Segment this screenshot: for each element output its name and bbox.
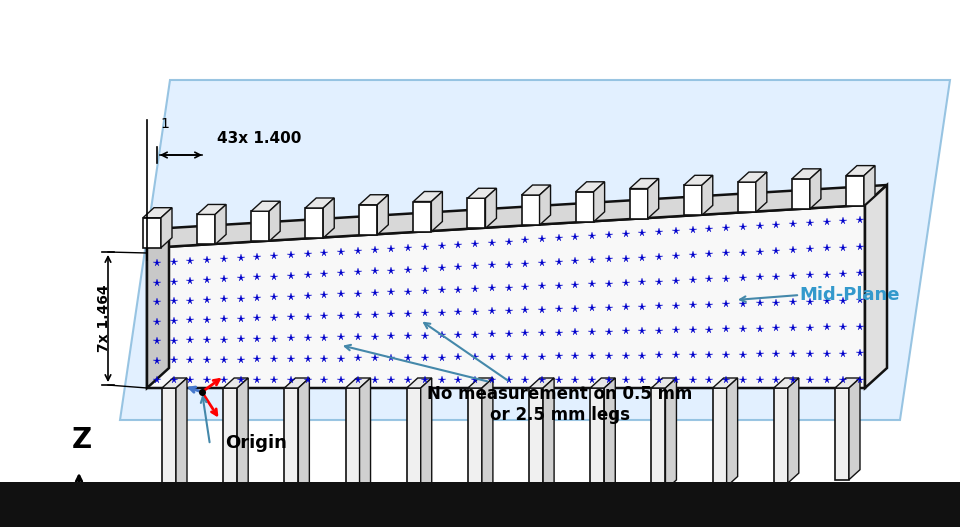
Polygon shape [482,378,492,500]
Polygon shape [407,378,432,388]
Polygon shape [846,175,864,206]
Polygon shape [756,172,767,212]
Polygon shape [223,388,237,514]
Polygon shape [414,201,431,231]
Polygon shape [420,378,432,503]
Polygon shape [810,169,821,209]
Polygon shape [630,179,659,189]
Polygon shape [593,182,605,222]
Polygon shape [147,185,887,248]
Polygon shape [377,195,388,235]
Polygon shape [727,378,737,486]
Polygon shape [774,388,788,483]
Polygon shape [835,378,860,388]
Polygon shape [468,198,486,228]
Polygon shape [529,378,554,388]
Polygon shape [431,191,443,231]
Polygon shape [237,378,249,514]
Polygon shape [143,208,172,218]
Polygon shape [223,378,249,388]
Polygon shape [846,165,875,175]
Polygon shape [738,182,756,212]
Polygon shape [486,188,496,228]
Polygon shape [792,179,810,209]
Polygon shape [576,182,605,192]
Polygon shape [540,185,550,225]
Text: Z: Z [72,426,92,454]
Polygon shape [120,80,950,420]
Polygon shape [162,388,176,517]
Polygon shape [414,191,443,201]
Polygon shape [197,204,226,214]
Text: 43x 1.400: 43x 1.400 [217,131,301,146]
Polygon shape [269,201,280,241]
Polygon shape [576,192,593,222]
Polygon shape [299,378,309,510]
Polygon shape [284,378,309,388]
Polygon shape [521,195,540,225]
Polygon shape [252,211,269,241]
Polygon shape [712,378,737,388]
Polygon shape [604,378,615,493]
Polygon shape [468,388,482,500]
Polygon shape [161,208,172,248]
Polygon shape [143,218,161,248]
Polygon shape [864,165,875,206]
Polygon shape [652,378,677,388]
Polygon shape [407,388,420,503]
Polygon shape [543,378,554,497]
Bar [0,482,960,527]
Text: No measurement on 0.5 mm
or 2.5 mm legs: No measurement on 0.5 mm or 2.5 mm legs [427,385,693,424]
Polygon shape [346,378,371,388]
Polygon shape [865,185,887,388]
Polygon shape [792,169,821,179]
Polygon shape [665,378,677,490]
Polygon shape [738,172,767,182]
Polygon shape [702,175,712,216]
Polygon shape [630,189,648,219]
Polygon shape [252,201,280,211]
Polygon shape [346,388,360,507]
Polygon shape [324,198,334,238]
Polygon shape [305,208,324,238]
Polygon shape [712,388,727,486]
Polygon shape [147,228,169,388]
Polygon shape [521,185,550,195]
Polygon shape [162,378,187,388]
Polygon shape [197,214,215,245]
Polygon shape [305,198,334,208]
Polygon shape [835,388,849,480]
Text: 1: 1 [160,117,169,131]
Text: 7x 1.464: 7x 1.464 [97,285,111,353]
Polygon shape [176,378,187,517]
Polygon shape [360,378,371,507]
Polygon shape [215,204,226,245]
Polygon shape [590,378,615,388]
Polygon shape [359,205,377,235]
Polygon shape [590,388,604,493]
Polygon shape [284,388,299,510]
Polygon shape [774,378,799,388]
Polygon shape [468,378,492,388]
Polygon shape [684,186,702,216]
Polygon shape [468,188,496,198]
Polygon shape [648,179,659,219]
Polygon shape [147,205,865,388]
Text: Origin: Origin [225,434,287,452]
Polygon shape [529,388,543,497]
Text: Mid-Plane: Mid-Plane [800,286,900,304]
Polygon shape [849,378,860,480]
Polygon shape [359,195,388,205]
Polygon shape [684,175,712,186]
Polygon shape [788,378,799,483]
Polygon shape [652,388,665,490]
